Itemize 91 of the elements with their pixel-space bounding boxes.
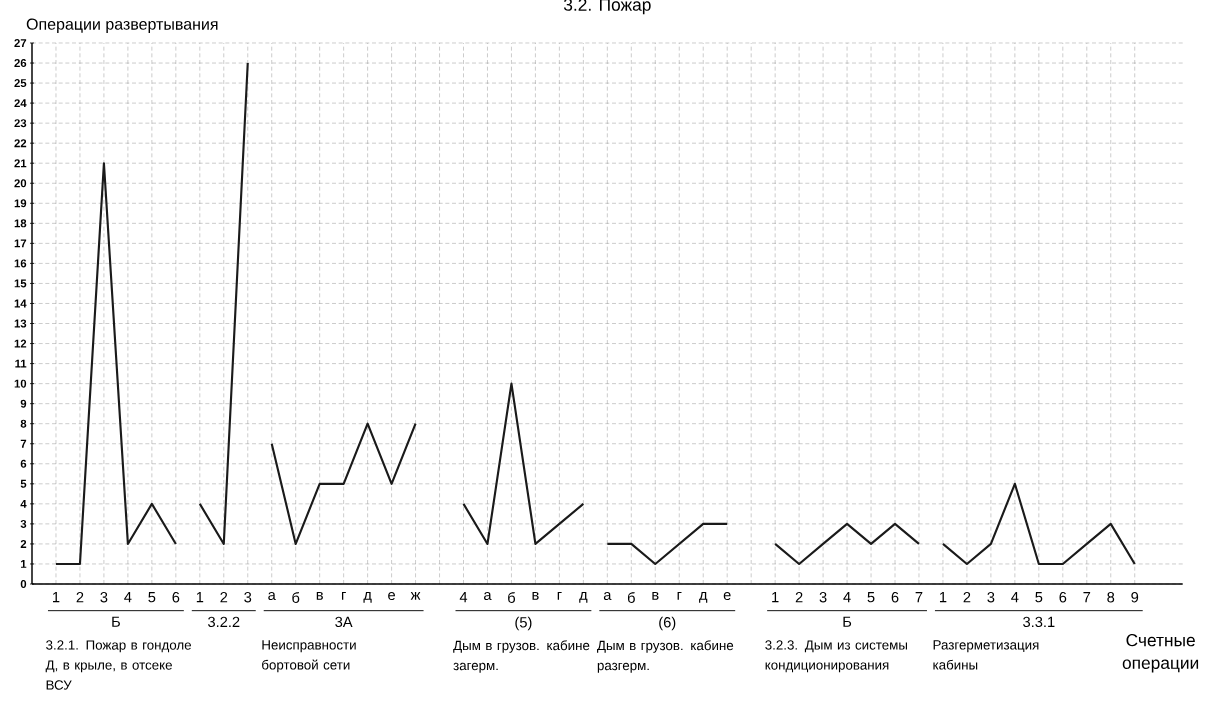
text: Б (112, 616, 120, 627)
y-tick-label: 15 (14, 279, 27, 288)
text: 3.3.1 (1023, 616, 1055, 628)
x-tick-label: в (532, 592, 539, 600)
text: Дым в грузов. кабине разгерм. (597, 640, 734, 673)
x-tick-label: г (341, 592, 346, 600)
line-series (941, 482, 1136, 566)
x-tick-label: 2 (963, 592, 971, 603)
y-tick-label: 7 (20, 439, 27, 448)
x-tick-label: б (292, 592, 300, 603)
x-tick-label: 2 (220, 592, 228, 603)
x-tick-label: 5 (1035, 592, 1043, 603)
y-tick-label: 1 (21, 560, 27, 568)
x-tick-label: б (627, 592, 635, 603)
x-tick-label: в (316, 592, 323, 600)
y-tick-label: 26 (14, 59, 27, 68)
text: 3.2.3. Дым из системы кондиционирования (765, 640, 907, 673)
y-tick-label: 20 (14, 179, 27, 188)
y-tick-label: 19 (14, 199, 27, 208)
line-series (54, 162, 177, 566)
x-tick-label: 1 (196, 592, 204, 603)
x-tick-label: е (388, 592, 396, 601)
x-tick-label: г (677, 592, 682, 600)
y-tick-label: 8 (20, 419, 27, 428)
x-tick-label: 4 (124, 592, 132, 603)
x-tick-label: 2 (795, 592, 803, 603)
y-tick-label: 14 (14, 299, 27, 308)
x-tick-label: б (508, 592, 516, 603)
y-tick-label: 3 (20, 519, 27, 528)
y-tick-label: 9 (20, 399, 27, 408)
text: Б (843, 616, 852, 627)
x-tick-label: а (603, 592, 612, 601)
x-tick-label: 2 (76, 592, 84, 603)
y-tick-label: 4 (20, 499, 27, 508)
x-tick-label: 5 (867, 592, 875, 603)
x-tick-label: ж (410, 592, 421, 600)
x-tick-label: д (363, 592, 372, 603)
y-tick-label: 5 (20, 479, 27, 488)
text: 3А (335, 616, 353, 628)
y-tick-label: 6 (20, 459, 27, 468)
text: (6) (659, 616, 676, 631)
text: Разгерметизация кабины (933, 640, 1039, 670)
line-series (462, 382, 585, 545)
x-tick-label: 6 (1059, 592, 1067, 603)
x-tick-label: 1 (772, 592, 779, 603)
x-tick-label: 4 (843, 592, 851, 603)
y-tick-label: 12 (14, 339, 27, 348)
y-tick-label: 21 (14, 159, 27, 168)
x-tick-label: 3 (244, 592, 252, 603)
x-tick-label: 8 (1107, 592, 1115, 603)
x-tick-label: 1 (939, 592, 947, 603)
y-tick-label: 24 (14, 99, 27, 108)
y-tick-label: 25 (14, 79, 27, 88)
x-tick-label: 9 (1131, 592, 1139, 603)
y-tick-label: 22 (14, 139, 27, 148)
x-tick-label: а (484, 592, 492, 601)
x-tick-label: г (557, 592, 562, 600)
x-tick-label: 7 (915, 592, 923, 603)
x-tick-label: е (723, 592, 731, 601)
y-tick-label: 10 (14, 379, 27, 388)
x-tick-label: 1 (53, 592, 60, 603)
x-tick-label: д (699, 592, 708, 603)
text: Дым в грузов. кабине загерм. (453, 640, 590, 673)
y-tick-label: 11 (15, 359, 27, 368)
y-tick-label: 23 (14, 119, 27, 128)
text: 3.2.1. Пожар в гондоле Д, в крыле, в отсеке ВСУ (45, 640, 191, 690)
y-tick-label: 2 (20, 539, 27, 548)
text: 3.2.2 (208, 616, 240, 628)
y-tick-label: 18 (14, 219, 27, 228)
x-tick-label: 5 (148, 592, 156, 603)
y-tick-label: 13 (14, 319, 27, 328)
x-tick-label: 3 (987, 592, 995, 603)
text: (5) (515, 616, 532, 631)
x-tick-label: 3 (819, 592, 827, 603)
x-tick-label: а (268, 592, 276, 601)
x-tick-label: 3 (100, 592, 108, 603)
x-axis-title: Счетные операции (1122, 634, 1199, 673)
y-tick-label: 0 (20, 580, 27, 589)
x-tick-label: 6 (172, 592, 180, 603)
line-series (270, 422, 417, 545)
text: Неисправности бортовой сети (262, 640, 356, 673)
y-tick-label: 27 (14, 39, 27, 47)
y-tick-label: 16 (14, 259, 27, 268)
x-tick-label: 6 (891, 592, 899, 603)
y-tick-label: 17 (14, 239, 27, 248)
x-tick-label: 7 (1083, 592, 1091, 603)
x-tick-label: 4 (459, 592, 468, 603)
y-axis-title: Операции развертывания (26, 18, 218, 33)
x-tick-label: 4 (1011, 592, 1019, 603)
x-tick-label: в (652, 592, 659, 600)
x-tick-label: д (579, 592, 588, 603)
